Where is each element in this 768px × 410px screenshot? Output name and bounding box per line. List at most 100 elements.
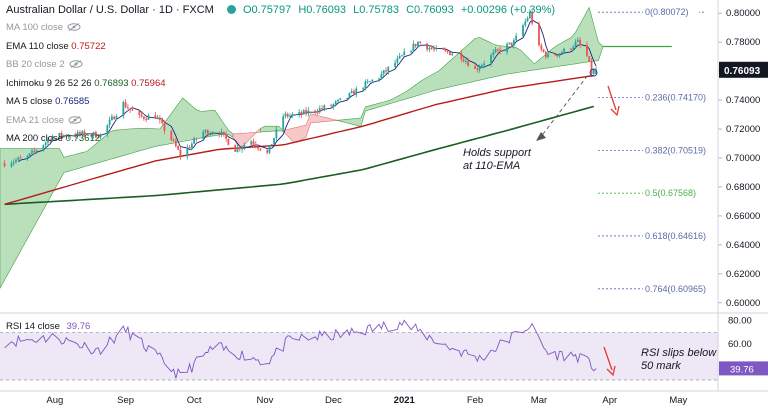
rsi-legend-value: 39.76 xyxy=(66,321,91,332)
price-tick-label: 0.80000 xyxy=(726,8,760,19)
candle-body xyxy=(179,149,182,157)
candle-body xyxy=(140,114,143,117)
hidden-eye-icon[interactable] xyxy=(63,22,81,33)
candle-body xyxy=(302,110,305,115)
candle-body xyxy=(570,48,572,50)
candle-body xyxy=(26,156,29,158)
candle-body xyxy=(451,53,454,56)
time-tick-label: Feb xyxy=(467,395,483,406)
candle-body xyxy=(206,130,209,136)
candle-body xyxy=(362,88,365,90)
indicator-value: 0.73612 xyxy=(63,133,101,144)
candle-body xyxy=(467,61,470,67)
indicator-legend-row[interactable]: BB 20 close 2 xyxy=(6,59,83,70)
candle-body xyxy=(28,153,31,157)
fib-level-label: 0.764(0.60965) xyxy=(645,284,706,294)
candle-body xyxy=(380,74,383,79)
candle-body xyxy=(204,130,207,132)
candle-body xyxy=(435,47,438,50)
candle-body xyxy=(496,49,499,51)
rsi-legend[interactable]: RSI 14 close 39.76 xyxy=(6,321,90,332)
candle-body xyxy=(220,131,223,135)
candle-body xyxy=(19,157,22,159)
current-price-badge xyxy=(719,61,768,78)
candle-body xyxy=(522,25,524,36)
candle-body xyxy=(222,131,225,134)
price-tick-label: 0.66000 xyxy=(726,211,760,222)
candle-body xyxy=(170,130,173,140)
indicator-label: BB 20 close 2 xyxy=(6,59,65,70)
candle-body xyxy=(323,105,326,109)
candle-body xyxy=(284,113,287,117)
candle-body xyxy=(542,49,545,52)
price-tick-label: 0.64000 xyxy=(726,240,760,251)
ichimoku-cloud xyxy=(0,6,672,289)
candle-body xyxy=(433,48,435,50)
indicator-label: Ichimoku 9 26 52 26 xyxy=(6,77,92,89)
candle-body xyxy=(209,133,212,136)
hidden-eye-icon[interactable] xyxy=(65,59,83,70)
candle-body xyxy=(334,101,337,105)
indicator-legend-row[interactable]: Ichimoku 9 26 52 26 0.76893 0.75964 xyxy=(6,78,166,89)
indicator-label: MA 100 close xyxy=(6,22,64,33)
cloud-bear xyxy=(232,127,261,148)
candle-body xyxy=(339,98,342,100)
candle-body xyxy=(305,110,307,114)
candle-body xyxy=(314,110,317,113)
candle-body xyxy=(506,43,508,52)
indicator-legend-row[interactable]: MA 5 close 0.76585 xyxy=(6,96,89,107)
ema110-line xyxy=(4,74,594,205)
candle-body xyxy=(17,157,20,160)
candle-body xyxy=(266,150,269,153)
candle-body xyxy=(588,56,591,62)
indicator-legend-row[interactable]: EMA 21 close xyxy=(6,115,82,126)
indicator-legend-row[interactable]: MA 200 close 0.73612 xyxy=(6,133,100,144)
candle-body xyxy=(483,63,486,66)
support-marker xyxy=(589,68,598,77)
candle-body xyxy=(131,109,134,111)
candle-body xyxy=(12,161,15,164)
candle-body xyxy=(286,113,289,117)
cloud-bull xyxy=(260,125,284,133)
candle-body xyxy=(442,47,444,50)
candle-body xyxy=(444,49,447,51)
candle-body xyxy=(348,92,351,98)
price-axis[interactable]: 0.800000.780000.760000.740000.720000.700… xyxy=(718,8,768,309)
rsi-note-line2: 50 mark xyxy=(641,360,681,372)
candle-body xyxy=(524,21,527,26)
candle-body xyxy=(129,108,132,110)
candle-body xyxy=(414,43,417,47)
candle-body xyxy=(154,115,157,119)
rsi-line xyxy=(4,319,597,379)
ohlc-high: H0.76093 xyxy=(298,4,347,16)
price-tick-label: 0.72000 xyxy=(726,124,760,135)
symbol-title[interactable]: Australian Dollar / U.S. Dollar · 1D · F… xyxy=(6,4,214,16)
candle-body xyxy=(572,47,575,49)
candle-body xyxy=(190,143,193,148)
candle-body xyxy=(99,133,102,138)
candle-body xyxy=(268,145,271,153)
candle-body xyxy=(478,67,481,70)
candle-body xyxy=(540,45,543,50)
fib-retracement[interactable]: 0(0.80072) 0.236(0.74170) 0.382(0.70519) 0.… xyxy=(598,6,720,295)
candle-body xyxy=(474,66,476,69)
candle-body xyxy=(67,135,70,137)
indicator-legend-row[interactable]: EMA 110 close 0.75722 xyxy=(6,41,106,52)
candle-body xyxy=(378,78,381,80)
candle-body xyxy=(490,55,492,64)
candle-body xyxy=(74,135,77,137)
hidden-eye-icon[interactable] xyxy=(64,115,82,126)
time-tick-label: Aug xyxy=(46,395,63,406)
candle-body xyxy=(465,61,467,63)
candle-body xyxy=(195,138,198,140)
candle-body xyxy=(188,147,191,149)
time-axis[interactable]: Aug Sep Oct Nov Dec 2021 Feb Mar Apr May xyxy=(0,390,768,406)
candle-body xyxy=(576,39,579,42)
cloud-bull xyxy=(337,6,672,127)
indicator-value: 0.76893 xyxy=(91,77,129,89)
candle-body xyxy=(15,159,17,162)
indicator-legend-row[interactable]: MA 100 close xyxy=(6,22,81,33)
candle-body xyxy=(250,141,253,145)
